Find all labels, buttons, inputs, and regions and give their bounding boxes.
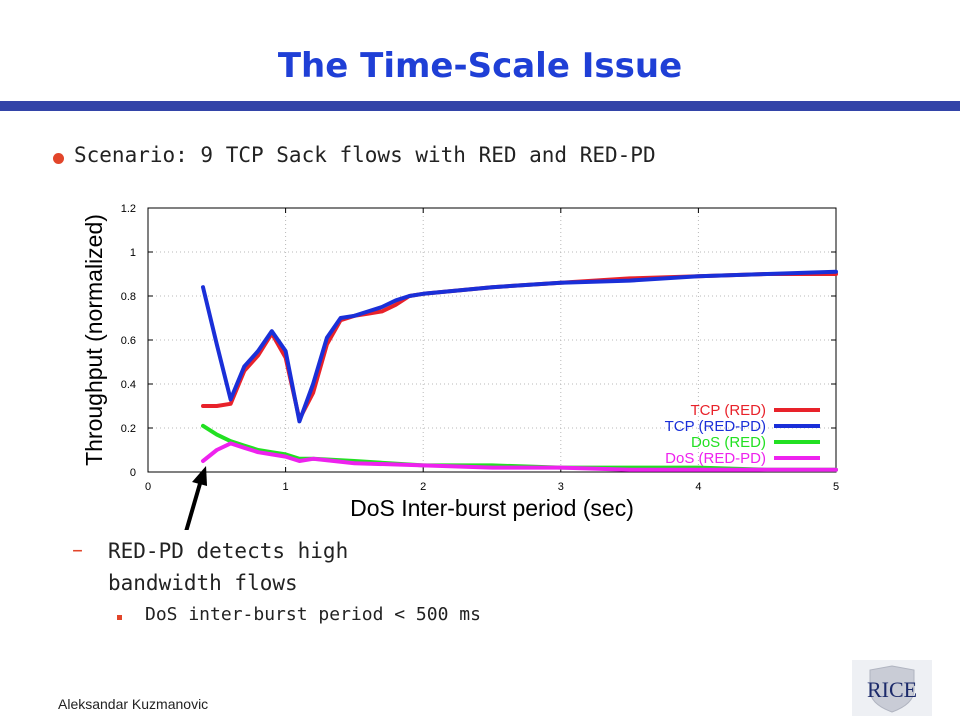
y-tick-label: 1 — [130, 247, 136, 259]
footer-author: Aleksandar Kuzmanovic — [58, 696, 209, 712]
y-tick-label: 0 — [130, 467, 136, 479]
annotation-arrow — [184, 479, 203, 530]
sub-bullet-line1: RED-PD detects high — [108, 539, 349, 563]
legend-label: DoS (RED-PD) — [665, 450, 766, 467]
y-tick-label: 0.6 — [121, 335, 136, 347]
annotation-arrow-head — [192, 466, 208, 486]
axis-ticks: 0 1 2 3 4 5 0 0.2 0.4 0.6 0.8 1 1.2 — [121, 203, 839, 493]
x-tick-label: 2 — [420, 481, 426, 493]
slide-title: The Time-Scale Issue — [277, 46, 683, 86]
title-rule — [0, 101, 960, 111]
sub-bullet-line2: bandwidth flows — [108, 571, 298, 595]
x-tick-label: 0 — [145, 481, 151, 493]
series-layer — [201, 269, 838, 472]
x-tick-label: 5 — [833, 481, 839, 493]
sub-bullet-text: RED-PD detects high bandwidth flows — [108, 535, 348, 599]
x-axis-label: DoS Inter-burst period (sec) — [350, 495, 634, 521]
y-tick-label: 1.2 — [121, 203, 136, 215]
throughput-chart: 0 1 2 3 4 5 0 0.2 0.4 0.6 0.8 1 1.2 TCP (RED)TCP (RE… — [81, 203, 839, 530]
y-tick-label: 0.2 — [121, 423, 136, 435]
y-tick-label: 0.8 — [121, 291, 136, 303]
legend-label: TCP (RED-PD) — [665, 418, 766, 435]
bullet-dot-icon — [53, 153, 64, 164]
legend-label: DoS (RED) — [691, 434, 766, 451]
sub-sub-bullet-text: DoS inter-burst period < 500 ms — [145, 604, 481, 625]
sub-sub-bullet-icon — [117, 615, 122, 620]
y-axis-label: Throughput (normalized) — [81, 214, 107, 466]
logo-text: RICE — [867, 677, 917, 702]
x-tick-label: 3 — [558, 481, 564, 493]
chart-legend: TCP (RED)TCP (RED-PD)DoS (RED)DoS (RED-P… — [665, 402, 820, 467]
bullet-text: Scenario: 9 TCP Sack flows with RED and … — [74, 143, 656, 167]
series-line-dos-red-pd — [201, 441, 838, 472]
x-tick-label: 4 — [695, 481, 701, 493]
series-line-tcp-red-pd — [201, 269, 838, 424]
sub-bullet-dash: – — [72, 538, 83, 563]
y-tick-label: 0.4 — [121, 379, 136, 391]
x-tick-label: 1 — [283, 481, 289, 493]
legend-label: TCP (RED) — [690, 402, 766, 419]
series-line-tcp-red — [201, 272, 838, 422]
rice-logo: RICE — [852, 660, 932, 716]
